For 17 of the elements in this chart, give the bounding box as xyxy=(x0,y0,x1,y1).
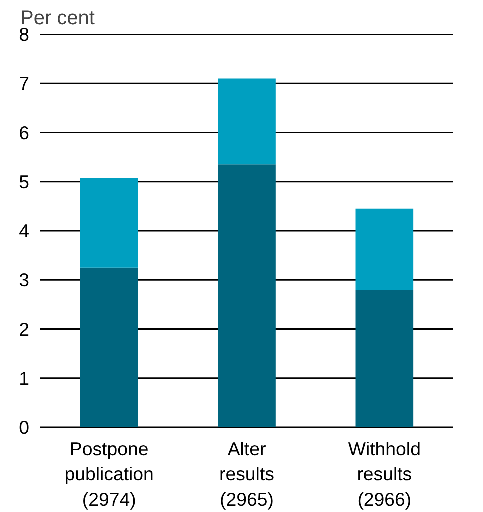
y-tick-label: 1 xyxy=(19,368,30,389)
y-tick-label: 7 xyxy=(19,73,30,94)
bar xyxy=(80,268,138,428)
x-tick-label: Postpone publication (2974) xyxy=(64,438,154,510)
y-tick-label: 6 xyxy=(19,122,30,144)
bar xyxy=(80,178,138,268)
y-tick-label: 4 xyxy=(19,220,30,242)
bar xyxy=(356,208,414,290)
y-tick-label: 5 xyxy=(19,171,30,192)
y-tick-label: 0 xyxy=(19,417,30,438)
bar xyxy=(218,78,276,165)
bar xyxy=(356,290,414,428)
y-tick-label: 2 xyxy=(19,318,30,340)
bar xyxy=(218,164,276,428)
x-tick-label: Alter results (2965) xyxy=(220,438,274,510)
y-tick-label: 3 xyxy=(19,270,30,291)
x-tick-label: Withhold results (2966) xyxy=(348,438,421,510)
